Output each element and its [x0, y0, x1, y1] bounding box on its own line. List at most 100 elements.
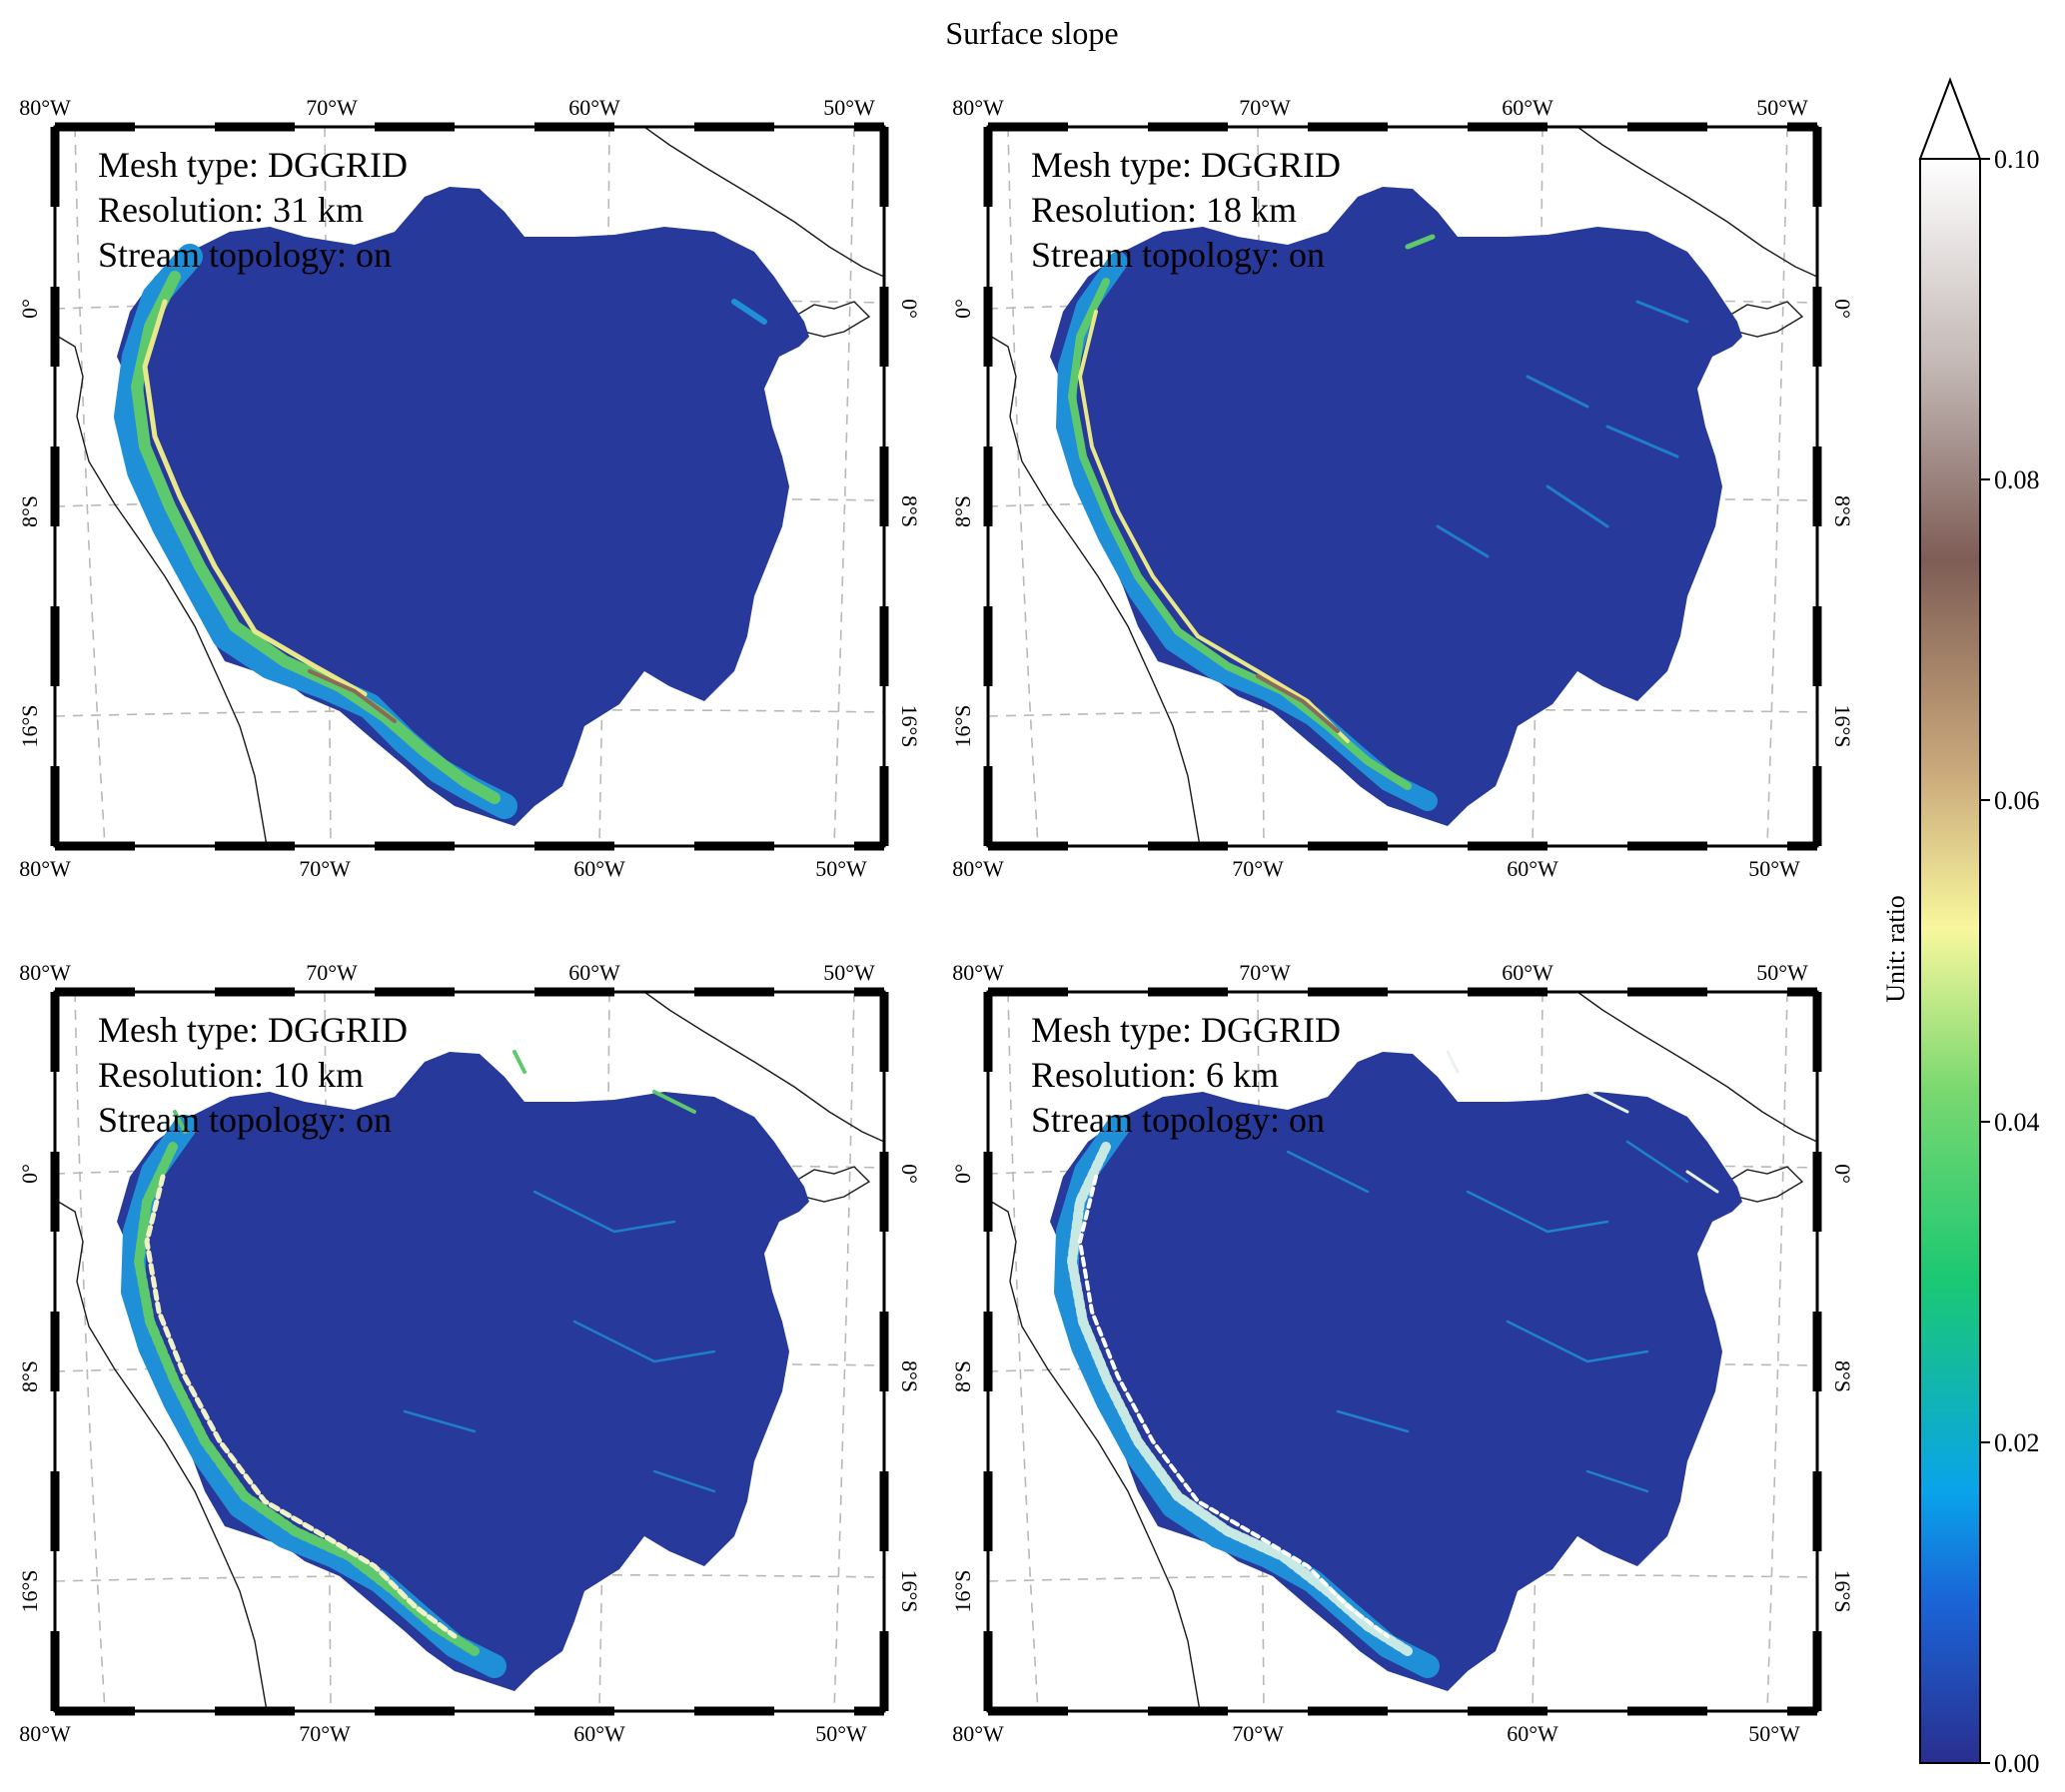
x-tick-top: 60°W [568, 95, 620, 120]
x-tick-bottom: 70°W [1232, 1721, 1284, 1746]
x-tick-bottom: 80°W [952, 1721, 1004, 1746]
y-tick-right: 8°S [1830, 495, 1855, 527]
map-frame [983, 987, 1822, 1716]
y-tick-left: 8°S [17, 1360, 42, 1392]
coastline [54, 991, 885, 1712]
map-panel-6km: Mesh type: DGGRID Resolution: 6 km Strea… [950, 960, 1855, 1746]
y-tick-right: 0° [1830, 299, 1855, 319]
colorbar-extend-arrow [1918, 77, 1982, 160]
stream-topology-label: Stream topology: on [98, 235, 392, 275]
x-tick-top: 50°W [823, 95, 875, 120]
y-tick-right: 16°S [1830, 1569, 1855, 1612]
colorbar-ticks [1980, 158, 1990, 1764]
x-tick-bottom: 60°W [1507, 1721, 1558, 1746]
y-tick-right: 16°S [897, 704, 922, 747]
x-tick-top: 50°W [823, 960, 875, 985]
colorbar-tick-label: 0.02 [1994, 1428, 2040, 1457]
figure-title: Surface slope [945, 15, 1118, 51]
y-tick-left: 16°S [17, 704, 42, 747]
coastline [987, 991, 1818, 1712]
annotation: Mesh type: DGGRID Resolution: 18 km Stre… [1031, 145, 1341, 275]
map-panel-10km: Mesh type: DGGRID Resolution: 10 km Stre… [17, 960, 922, 1746]
x-tick-bottom: 50°W [815, 856, 867, 881]
y-tick-left: 0° [950, 299, 975, 319]
y-tick-right: 16°S [1830, 704, 1855, 747]
y-tick-right: 0° [897, 1164, 922, 1184]
mesh-type-label: Mesh type: DGGRID [98, 1010, 408, 1050]
x-tick-top: 50°W [1756, 960, 1808, 985]
x-tick-top: 70°W [306, 95, 358, 120]
andes-slope-band [1056, 234, 1689, 811]
resolution-label: Resolution: 10 km [98, 1055, 364, 1095]
x-tick-top: 80°W [19, 95, 71, 120]
x-tick-bottom: 60°W [573, 1721, 625, 1746]
axis-ticks: 80°W 70°W 60°W 50°W 80°W 70°W 60°W 50°W … [950, 960, 1855, 1746]
x-tick-top: 70°W [1239, 95, 1291, 120]
y-tick-left: 0° [950, 1164, 975, 1184]
x-tick-bottom: 80°W [19, 1721, 71, 1746]
coastline [987, 126, 1818, 847]
x-tick-top: 60°W [1502, 960, 1553, 985]
mesh-type-label: Mesh type: DGGRID [1031, 145, 1341, 185]
mesh-type-label: Mesh type: DGGRID [98, 145, 408, 185]
x-tick-top: 70°W [306, 960, 358, 985]
amazon-basin [1050, 187, 1742, 826]
x-tick-bottom: 50°W [1748, 1721, 1800, 1746]
x-tick-bottom: 60°W [1507, 856, 1558, 881]
x-tick-top: 60°W [1502, 95, 1553, 120]
x-tick-bottom: 80°W [19, 856, 71, 881]
andes-slope-band [114, 244, 767, 819]
y-tick-right: 0° [1830, 1164, 1855, 1184]
x-tick-top: 60°W [568, 960, 620, 985]
x-tick-top: 80°W [19, 960, 71, 985]
colorbar-tick-labels: 0.00 0.02 0.04 0.06 0.08 0.10 [1994, 145, 2040, 1778]
y-tick-left: 16°S [950, 704, 975, 747]
map-frame [50, 987, 889, 1716]
x-tick-bottom: 70°W [299, 1721, 351, 1746]
x-tick-bottom: 80°W [952, 856, 1004, 881]
coastline [54, 126, 885, 847]
annotation: Mesh type: DGGRID Resolution: 31 km Stre… [98, 145, 408, 275]
y-tick-right: 8°S [1830, 1360, 1855, 1392]
colorbar-gradient-bar [1919, 158, 1981, 1764]
x-tick-top: 70°W [1239, 960, 1291, 985]
resolution-label: Resolution: 18 km [1031, 190, 1297, 230]
resolution-label: Resolution: 31 km [98, 190, 364, 230]
y-tick-right: 8°S [897, 1360, 922, 1392]
y-tick-left: 16°S [17, 1569, 42, 1612]
y-tick-left: 8°S [17, 495, 42, 527]
x-tick-bottom: 50°W [1748, 856, 1800, 881]
map-frame [50, 122, 889, 851]
map-panel-18km: Mesh type: DGGRID Resolution: 18 km Stre… [950, 95, 1855, 881]
y-tick-right: 8°S [897, 495, 922, 527]
axis-ticks: 80°W 70°W 60°W 50°W 80°W 70°W 60°W 50°W … [17, 960, 922, 1746]
colorbar-tick-label: 0.04 [1994, 1108, 2040, 1137]
y-tick-right: 16°S [897, 1569, 922, 1612]
amazon-basin [117, 187, 809, 826]
stream-topology-label: Stream topology: on [1031, 235, 1325, 275]
colorbar-tick-label: 0.06 [1994, 786, 2040, 815]
x-tick-bottom: 70°W [1232, 856, 1284, 881]
resolution-label: Resolution: 6 km [1031, 1055, 1279, 1095]
andes-slope-band [121, 1050, 716, 1678]
colorbar-tick-label: 0.08 [1994, 465, 2040, 494]
stream-topology-label: Stream topology: on [98, 1100, 392, 1140]
map-panel-31km: Mesh type: DGGRID Resolution: 31 km Stre… [17, 95, 922, 881]
axis-ticks: 80°W 70°W 60°W 50°W 80°W 70°W 60°W 50°W … [950, 95, 1855, 881]
colorbar-tick-label: 0.10 [1994, 145, 2040, 174]
y-tick-left: 0° [17, 1164, 42, 1184]
y-tick-left: 16°S [950, 1569, 975, 1612]
axis-ticks: 80°W 70°W 60°W 50°W 80°W 70°W 60°W 50°W … [17, 95, 922, 881]
amazon-basin [117, 1052, 809, 1691]
x-tick-bottom: 70°W [299, 856, 351, 881]
mesh-type-label: Mesh type: DGGRID [1031, 1010, 1341, 1050]
colorbar: 0.00 0.02 0.04 0.06 0.08 0.10 Unit: rati… [1881, 77, 2040, 1778]
y-tick-left: 8°S [950, 495, 975, 527]
x-tick-top: 50°W [1756, 95, 1808, 120]
annotation: Mesh type: DGGRID Resolution: 6 km Strea… [1031, 1010, 1341, 1140]
map-frame [983, 122, 1822, 851]
y-tick-right: 0° [897, 299, 922, 319]
colorbar-label: Unit: ratio [1881, 895, 1910, 1003]
stream-topology-label: Stream topology: on [1031, 1100, 1325, 1140]
